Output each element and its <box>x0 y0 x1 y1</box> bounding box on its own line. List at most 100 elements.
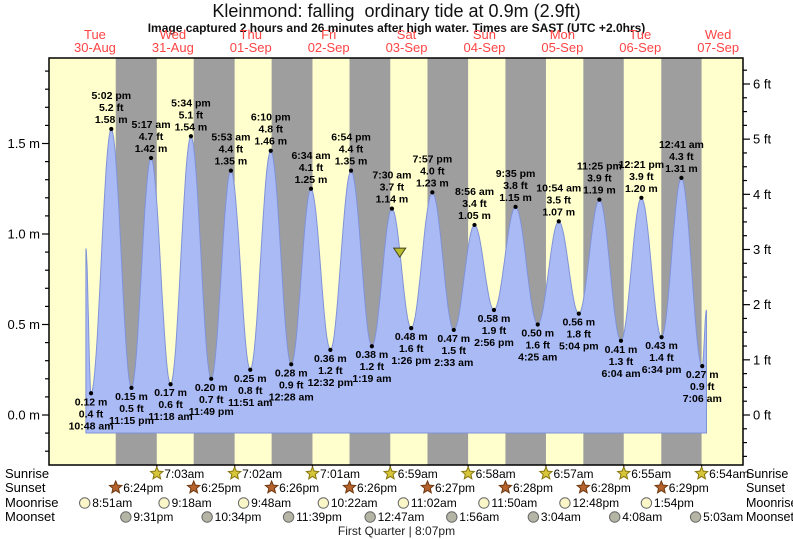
tide-extreme-dot <box>679 175 684 180</box>
tide-label-line: 1.31 m <box>665 163 698 175</box>
tide-extreme-dot <box>88 391 94 396</box>
tide-extreme-dot <box>369 344 374 349</box>
tide-label-line: 0.17 m <box>154 387 187 399</box>
moonrise-row-label-left: Moonrise <box>5 495 58 510</box>
tide-label-line: 0.6 ft <box>158 399 183 411</box>
page-subtitle: Image captured 2 hours and 26 minutes af… <box>147 21 646 35</box>
tide-label-line: 6:54 pm <box>331 132 371 144</box>
tide-label-line: 2:33 am <box>434 357 473 369</box>
tide-label-line: 3.9 ft <box>629 171 654 183</box>
tide-label-line: 1.15 m <box>499 192 532 204</box>
tide-extreme-dot <box>491 307 497 313</box>
sunrise-time: 6:55am <box>631 467 671 481</box>
tide-label-line: 12:21 pm <box>619 159 665 171</box>
tide-label-line: 4.4 ft <box>339 144 364 156</box>
tide-event-low: 0.58 m1.9 ft2:56 pm <box>474 307 514 349</box>
y-axis-left: 0.0 m 0.5 m 1.0 m 1.5 m <box>7 70 49 452</box>
moonset-circle-icon <box>609 511 621 523</box>
moonset-circle-icon <box>120 511 132 523</box>
tide-event-high: 6:34 am4.1 ft1.25 m <box>291 150 331 191</box>
tide-label-line: 3.4 ft <box>462 198 487 210</box>
moonset-circle-icon <box>689 511 702 523</box>
tide-label-line: 5:34 pm <box>171 97 211 109</box>
tide-label-line: 0.38 m <box>356 349 389 361</box>
day-name-label: Wed <box>160 27 187 42</box>
tide-extreme-dot <box>289 362 294 367</box>
day-name-label: Wed <box>705 27 732 42</box>
moonrise-time: 10:22am <box>331 496 378 510</box>
tide-label-line: 1.3 ft <box>609 356 634 368</box>
sunset-star-icon <box>342 479 357 494</box>
tide-label-line: 0.41 m <box>605 344 638 356</box>
tide-label-line: 4.1 ft <box>299 162 324 174</box>
tide-label-line: 0.56 m <box>562 317 595 329</box>
tide-label-line: 0.5 ft <box>119 403 144 415</box>
tide-label-line: 3.8 ft <box>503 180 528 192</box>
tide-extreme-dot <box>430 190 435 195</box>
y-axis-left-label: 0.0 m <box>7 408 40 423</box>
tide-extreme-dot <box>188 134 194 139</box>
moonrise-time: 9:48am <box>251 496 291 510</box>
tide-label-line: 1:19 am <box>352 373 391 385</box>
sunrise-time: 6:54am <box>709 467 749 481</box>
tide-label-line: 1.46 m <box>254 136 287 148</box>
tide-label-line: 0.27 m <box>686 369 719 381</box>
day-date-label: 05-Sep <box>541 40 583 55</box>
tide-label-line: 1.2 ft <box>360 361 385 373</box>
y-axis-right-label: 3 ft <box>753 242 771 257</box>
tide-label-line: 0.28 m <box>275 367 308 379</box>
moonset-circle-icon <box>364 511 376 523</box>
tide-label-line: 2:56 pm <box>474 337 514 349</box>
tide-event-low: 0.48 m1.6 ft1:26 pm <box>391 326 431 367</box>
tide-extreme-dot <box>228 168 233 173</box>
sunrise-time: 7:02am <box>242 467 282 481</box>
tide-event-high: 6:54 pm4.4 ft1.35 m <box>331 132 371 173</box>
tide-label-line: 4.0 ft <box>420 165 445 177</box>
moonrise-time: 8:51am <box>92 496 132 510</box>
tide-label-line: 11:51 am <box>228 397 272 409</box>
tide-label-line: 1.20 m <box>625 183 658 195</box>
sunrise-time: 6:58am <box>476 467 516 481</box>
tide-extreme-dot <box>348 168 354 173</box>
tide-event-low: 0.27 m0.9 ft7:06 am <box>683 364 722 405</box>
day-name-label: Fri <box>321 27 336 42</box>
tide-extreme-dot <box>618 338 624 343</box>
tide-extreme-dot <box>109 126 114 132</box>
tide-event-low: 0.41 m1.3 ft6:04 am <box>601 338 641 380</box>
tide-extreme-dot <box>451 327 456 333</box>
sunrise-row: Sunrise Sunrise 7:03am 7:02am 7:01am 6:59am 6:… <box>5 465 788 481</box>
tide-label-line: 5.2 ft <box>99 102 124 114</box>
tide-label-line: 1.35 m <box>215 156 248 168</box>
tide-label-line: 1.6 ft <box>525 340 550 352</box>
tide-label-line: 7:57 pm <box>413 153 453 165</box>
y-axis-right-label: 4 ft <box>753 187 771 202</box>
y-axis-right-label: 0 ft <box>753 408 771 423</box>
sunset-star-icon <box>186 479 202 494</box>
tide-event-high: 7:57 pm4.0 ft1.23 m <box>413 153 453 195</box>
moonrise-time: 1:54pm <box>654 496 694 510</box>
sunset-time: 6:27pm <box>435 481 475 495</box>
tide-label-line: 0.4 ft <box>79 408 104 420</box>
day-date-label: 07-Sep <box>697 40 739 55</box>
tide-extreme-dot <box>328 347 333 352</box>
tide-label-line: 0.12 m <box>75 396 108 408</box>
day-date-label: 06-Sep <box>619 40 661 55</box>
y-axis-left-label: 0.5 m <box>7 317 40 332</box>
tide-label-line: 1.42 m <box>135 143 168 155</box>
tide-label-line: 4.7 ft <box>139 131 164 143</box>
moonrise-circle-icon <box>79 497 91 509</box>
moonrise-circle-icon <box>397 497 410 509</box>
moonrise-row: Moonrise Moonrise 8:51am 9:18am 9:48am 10:22a… <box>5 495 793 510</box>
tide-label-line: 1.25 m <box>295 174 328 186</box>
tide-label-line: 1.35 m <box>335 156 368 168</box>
sunrise-time: 7:03am <box>164 467 204 481</box>
tide-label-line: 5:17 am <box>131 119 170 131</box>
tide-label-line: 10:54 am <box>536 182 581 194</box>
sunrise-star-icon <box>305 465 320 480</box>
y-axis-right-label: 2 ft <box>753 297 771 312</box>
moonrise-circle-icon <box>559 497 571 509</box>
